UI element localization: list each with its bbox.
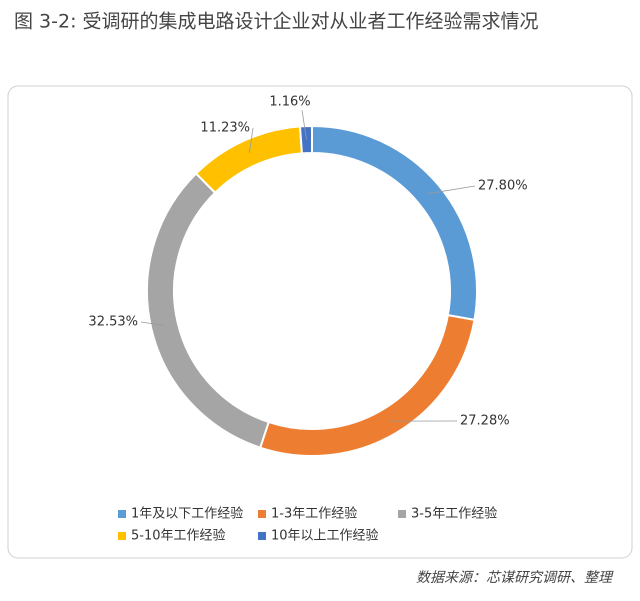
legend-label: 5-10年工作经验 bbox=[131, 528, 226, 544]
legend-label: 1年及以下工作经验 bbox=[131, 506, 243, 522]
legend-swatch bbox=[258, 510, 266, 518]
source-note: 数据来源：芯谋研究调研、整理 bbox=[416, 570, 614, 586]
donut-segment bbox=[300, 126, 312, 153]
donut-segment bbox=[196, 126, 302, 192]
donut-segment bbox=[312, 126, 477, 320]
data-label: 11.23% bbox=[200, 121, 250, 136]
data-label: 27.28% bbox=[460, 414, 510, 429]
legend-swatch bbox=[398, 510, 406, 518]
donut-segment bbox=[260, 315, 474, 456]
legend-swatch bbox=[118, 510, 126, 518]
legend-label: 10年以上工作经验 bbox=[271, 528, 379, 544]
legend-swatch bbox=[118, 532, 126, 540]
data-label: 32.53% bbox=[88, 315, 138, 330]
legend-swatch bbox=[258, 532, 266, 540]
data-label: 1.16% bbox=[269, 95, 310, 110]
data-label: 27.80% bbox=[478, 179, 528, 194]
donut-segment bbox=[147, 174, 269, 448]
legend-label: 3-5年工作经验 bbox=[411, 506, 497, 522]
legend-label: 1-3年工作经验 bbox=[271, 506, 357, 522]
chart-title: 图 3-2: 受调研的集成电路设计企业对从业者工作经验需求情况 bbox=[14, 11, 539, 33]
